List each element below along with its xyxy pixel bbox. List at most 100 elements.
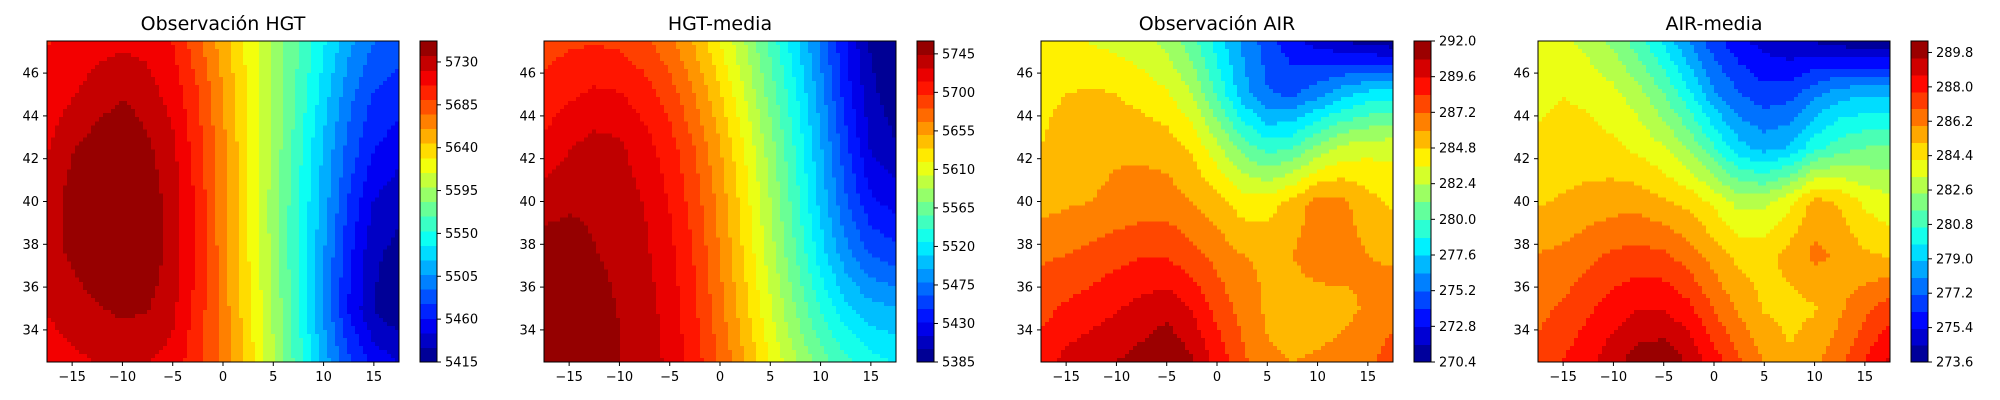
contour-cell	[287, 45, 292, 50]
contour-cell	[87, 258, 92, 263]
contour-cell	[343, 93, 348, 98]
contour-cell	[107, 113, 112, 118]
contour-cell	[159, 57, 164, 62]
contour-cell	[331, 214, 336, 219]
contour-cell	[163, 177, 168, 182]
contour-cell	[343, 125, 348, 130]
contour-cell	[187, 105, 192, 110]
contour-cell	[95, 262, 100, 267]
contour-cell	[191, 234, 196, 239]
contour-cell	[79, 117, 84, 122]
contour-cell	[103, 234, 108, 239]
contour-cell	[279, 149, 284, 154]
contour-cell	[223, 89, 228, 94]
contour-cell	[135, 97, 140, 102]
contour-cell	[139, 85, 144, 90]
contour-cell	[167, 85, 172, 90]
contour-cell	[59, 141, 64, 146]
contour-cell	[219, 242, 224, 247]
contour-cell	[235, 226, 240, 231]
contour-cell	[367, 238, 372, 243]
contour-cell	[163, 133, 168, 138]
contour-cell	[187, 250, 192, 255]
contour-cell	[159, 238, 164, 243]
contour-cell	[343, 210, 348, 215]
contour-cell	[67, 141, 72, 146]
contour-cell	[99, 238, 104, 243]
contour-cell	[175, 246, 180, 251]
contour-cell	[155, 137, 160, 142]
contour-cell	[115, 226, 120, 231]
contour-cell	[327, 197, 332, 202]
contour-cell	[363, 169, 368, 174]
contour-cell	[215, 230, 220, 235]
contour-cell	[119, 153, 124, 158]
contour-cell	[115, 61, 120, 66]
contour-cell	[247, 141, 252, 146]
contour-cell	[331, 57, 336, 62]
contour-cell	[95, 173, 100, 178]
contour-cell	[63, 210, 68, 215]
contour-cell	[167, 242, 172, 247]
contour-cell	[207, 145, 212, 150]
contour-cell	[191, 153, 196, 158]
contour-cell	[63, 141, 68, 146]
contour-cell	[151, 181, 156, 186]
contour-cell	[247, 234, 252, 239]
contour-cell	[219, 161, 224, 166]
contour-cell	[231, 97, 236, 102]
contour-cell	[71, 81, 76, 86]
contour-cell	[83, 117, 88, 122]
contour-cell	[235, 53, 240, 58]
contour-cell	[139, 266, 144, 271]
contour-cell	[151, 246, 156, 251]
contour-cell	[359, 145, 364, 150]
contour-cell	[287, 242, 292, 247]
contour-cell	[87, 141, 92, 146]
contour-cell	[239, 105, 244, 110]
contour-cell	[151, 45, 156, 50]
contour-cell	[387, 129, 392, 134]
contour-cell	[159, 49, 164, 54]
contour-cell	[227, 238, 232, 243]
contour-cell	[263, 77, 268, 82]
contour-cell	[147, 69, 152, 74]
contour-cell	[295, 169, 300, 174]
contour-cell	[147, 121, 152, 126]
contour-cell	[159, 165, 164, 170]
contour-cell	[307, 93, 312, 98]
contour-cell	[207, 177, 212, 182]
contour-cell	[263, 246, 268, 251]
contour-cell	[231, 218, 236, 223]
contour-cell	[299, 145, 304, 150]
contour-cell	[375, 250, 380, 255]
contour-cell	[175, 133, 180, 138]
contour-cell	[143, 61, 148, 66]
contour-cell	[283, 189, 288, 194]
contour-cell	[239, 65, 244, 70]
contour-cell	[235, 161, 240, 166]
contour-cell	[263, 117, 268, 122]
contour-cell	[155, 57, 160, 62]
contour-cell	[343, 65, 348, 70]
contour-cell	[99, 61, 104, 66]
contour-cell	[327, 77, 332, 82]
contour-cell	[327, 53, 332, 58]
contour-cell	[167, 113, 172, 118]
contour-cell	[279, 250, 284, 255]
contour-cell	[91, 226, 96, 231]
contour-cell	[187, 254, 192, 259]
contour-cell	[295, 161, 300, 166]
contour-cell	[59, 57, 64, 62]
contour-cell	[47, 97, 52, 102]
contour-cell	[63, 73, 68, 78]
contour-cell	[267, 169, 272, 174]
contour-cell	[219, 218, 224, 223]
contour-cell	[91, 234, 96, 239]
contour-cell	[343, 105, 348, 110]
contour-cell	[271, 125, 276, 130]
contour-cell	[111, 129, 116, 134]
contour-cell	[287, 85, 292, 90]
contour-cell	[123, 157, 128, 162]
contour-cell	[207, 214, 212, 219]
